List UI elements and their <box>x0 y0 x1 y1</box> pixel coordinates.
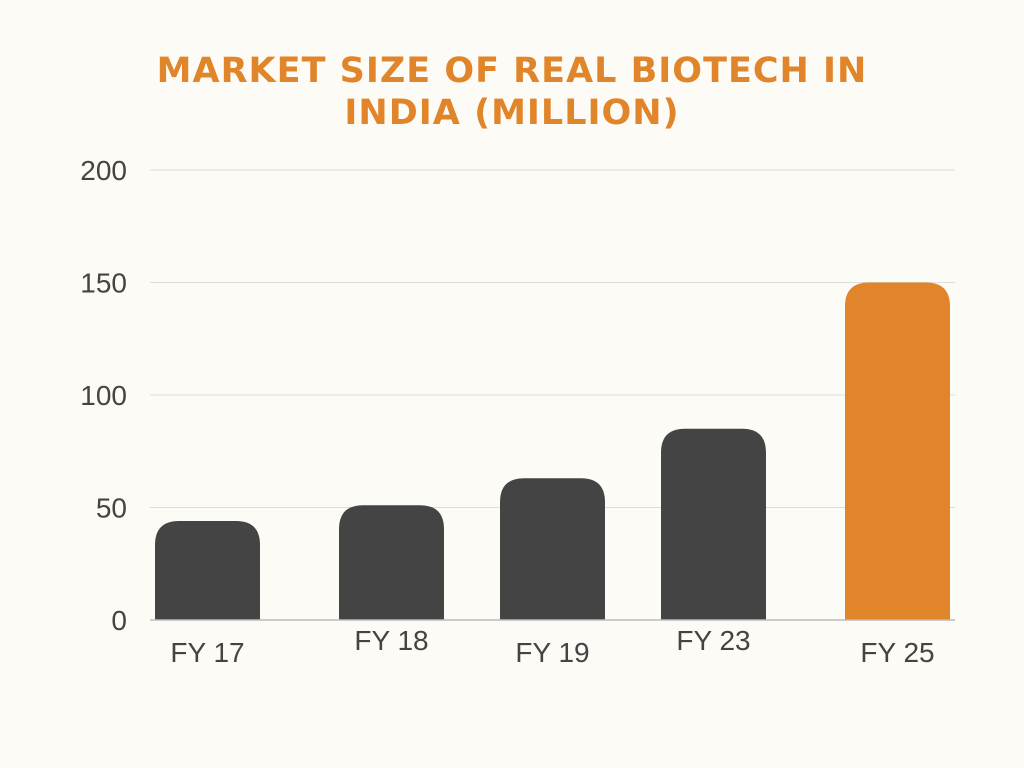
x-tick-label: FY 19 <box>515 637 589 668</box>
x-tick-label: FY 18 <box>354 625 428 656</box>
bar-fy-25 <box>845 282 950 620</box>
x-tick-label: FY 23 <box>676 625 750 656</box>
y-tick-label: 200 <box>80 155 127 186</box>
bar-fy-19 <box>500 478 605 620</box>
chart-title: MARKET SIZE OF REAL BIOTECH IN INDIA (MI… <box>62 50 962 134</box>
chart-title-line-1: MARKET SIZE OF REAL BIOTECH IN <box>156 51 868 91</box>
chart-title-line-2: INDIA (MILLION) <box>344 93 680 133</box>
x-tick-label: FY 25 <box>860 637 934 668</box>
bar-fy-23 <box>661 428 766 620</box>
bar-fy-17 <box>155 521 260 620</box>
x-tick-label: FY 17 <box>170 637 244 668</box>
bar-fy-18 <box>339 505 444 620</box>
y-tick-label: 0 <box>111 605 127 636</box>
y-tick-label: 50 <box>96 493 127 524</box>
y-tick-label: 150 <box>80 268 127 299</box>
y-tick-label: 100 <box>80 380 127 411</box>
